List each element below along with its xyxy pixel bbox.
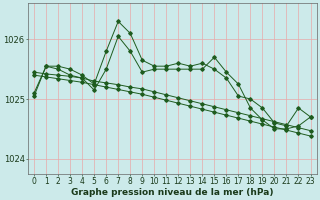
X-axis label: Graphe pression niveau de la mer (hPa): Graphe pression niveau de la mer (hPa): [71, 188, 274, 197]
